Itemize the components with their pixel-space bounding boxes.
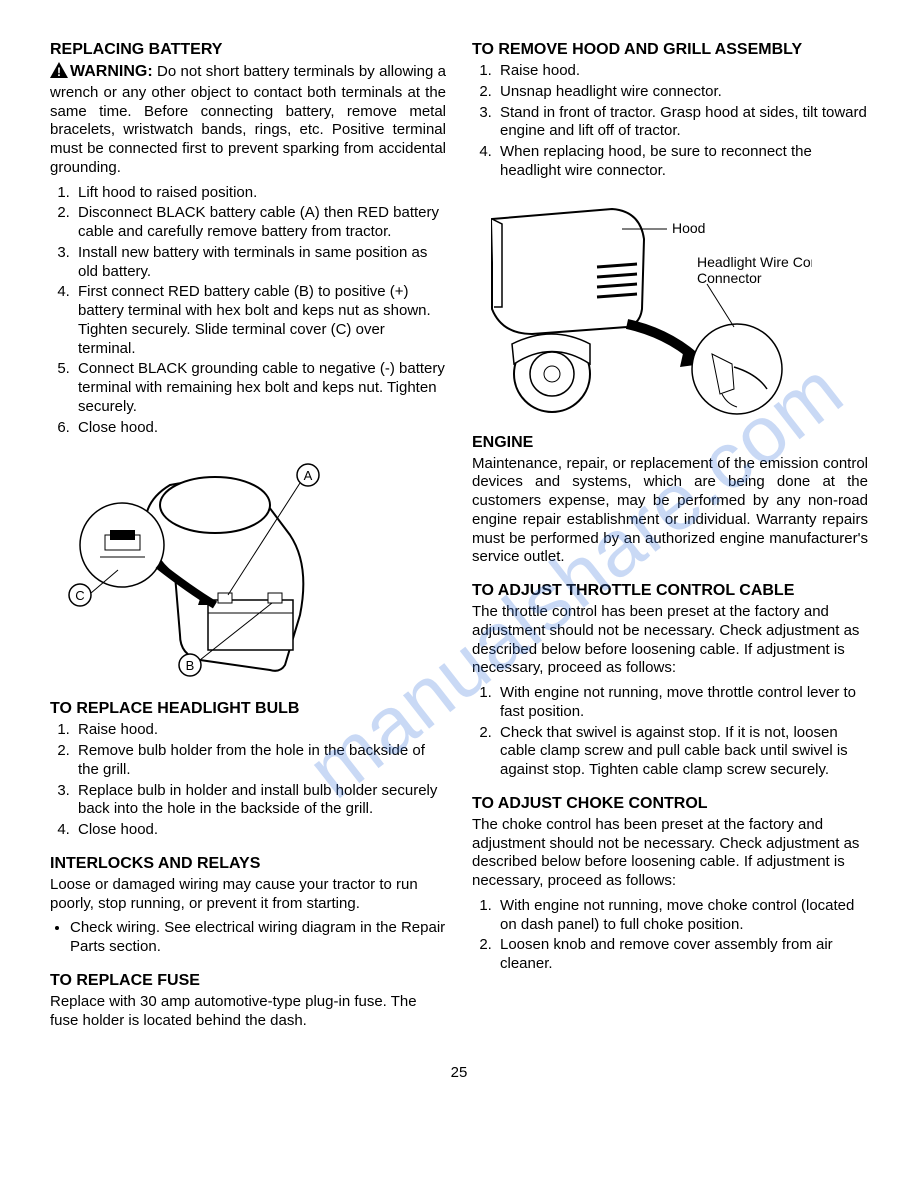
list-item: With engine not running, move choke cont… [496,897,868,935]
svg-text:A: A [304,468,313,483]
hood-diagram: Hood Headlight Wire Connector Connector [472,189,868,419]
list-item: Unsnap headlight wire connector. [496,83,868,102]
list-item: Stand in front of tractor. Grasp hood at… [496,104,868,142]
page-number: 25 [50,1064,868,1083]
svg-text:B: B [186,658,195,673]
choke-para: The choke control has been preset at the… [472,816,868,891]
choke-steps: With engine not running, move choke cont… [472,897,868,974]
heading-throttle: TO ADJUST THROTTLE CONTROL CABLE [472,581,868,601]
list-item: Close hood. [74,821,446,840]
svg-text:C: C [75,588,84,603]
svg-text:Connector: Connector [697,270,762,286]
list-item: Check wiring. See electrical wiring diag… [70,919,446,957]
list-item: Lift hood to raised position. [74,184,446,203]
warning-paragraph: ! WARNING: Do not short battery terminal… [50,62,446,178]
warning-triangle-icon: ! [50,62,68,84]
list-item: Raise hood. [496,62,868,81]
interlocks-bullets: Check wiring. See electrical wiring diag… [50,919,446,957]
list-item: Raise hood. [74,721,446,740]
left-column: REPLACING BATTERY ! WARNING: Do not shor… [50,40,446,1036]
list-item: Loosen knob and remove cover assembly fr… [496,936,868,974]
battery-steps: Lift hood to raised position. Disconnect… [50,184,446,438]
heading-headlight-bulb: TO REPLACE HEADLIGHT BULB [50,699,446,719]
list-item: Install new battery with terminals in sa… [74,244,446,282]
list-item: Check that swivel is against stop. If it… [496,724,868,780]
list-item: Disconnect BLACK battery cable (A) then … [74,204,446,242]
battery-diagram: A C B [50,445,446,685]
list-item: Connect BLACK grounding cable to negativ… [74,360,446,416]
svg-text:Hood: Hood [672,220,705,236]
list-item: First connect RED battery cable (B) to p… [74,283,446,358]
list-item: Remove bulb holder from the hole in the … [74,742,446,780]
heading-interlocks: INTERLOCKS AND RELAYS [50,854,446,874]
two-column-layout: REPLACING BATTERY ! WARNING: Do not shor… [50,40,868,1036]
heading-choke: TO ADJUST CHOKE CONTROL [472,794,868,814]
list-item: Close hood. [74,419,446,438]
throttle-steps: With engine not running, move throttle c… [472,684,868,780]
heading-remove-hood: TO REMOVE HOOD AND GRILL ASSEMBLY [472,40,868,60]
throttle-para: The throttle control has been preset at … [472,603,868,678]
remove-hood-steps: Raise hood. Unsnap headlight wire connec… [472,62,868,181]
engine-para: Maintenance, repair, or replacement of t… [472,455,868,568]
interlocks-para: Loose or damaged wiring may cause your t… [50,876,446,914]
headlight-steps: Raise hood. Remove bulb holder from the … [50,721,446,840]
svg-text:Headlight Wire Connector: Headlight Wire Connector [697,254,812,270]
right-column: TO REMOVE HOOD AND GRILL ASSEMBLY Raise … [472,40,868,1036]
list-item: With engine not running, move throttle c… [496,684,868,722]
fuse-para: Replace with 30 amp automotive-type plug… [50,993,446,1031]
list-item: Replace bulb in holder and install bulb … [74,782,446,820]
warning-label: WARNING: [70,63,153,80]
list-item: When replacing hood, be sure to reconnec… [496,143,868,181]
heading-replacing-battery: REPLACING BATTERY [50,40,446,60]
svg-text:!: ! [57,65,61,78]
heading-fuse: TO REPLACE FUSE [50,971,446,991]
heading-engine: ENGINE [472,433,868,453]
